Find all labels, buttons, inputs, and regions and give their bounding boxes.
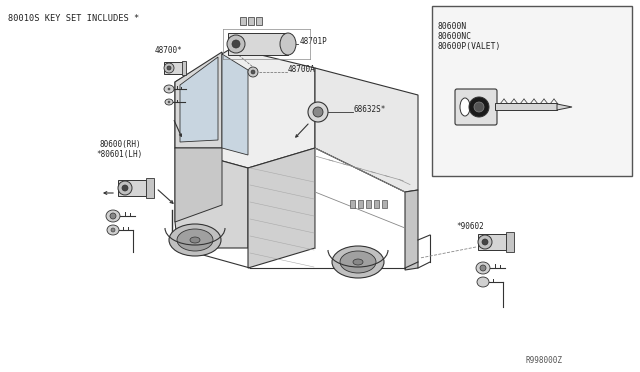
Bar — [350, 200, 355, 208]
Text: 80600N: 80600N — [438, 22, 467, 31]
Polygon shape — [315, 148, 405, 192]
Polygon shape — [315, 68, 418, 192]
Bar — [164, 62, 183, 74]
Ellipse shape — [110, 213, 116, 219]
Ellipse shape — [332, 246, 384, 278]
Bar — [240, 17, 246, 25]
Polygon shape — [175, 148, 248, 248]
Polygon shape — [248, 148, 315, 268]
Ellipse shape — [190, 237, 200, 243]
Text: 48700*: 48700* — [155, 46, 183, 55]
Ellipse shape — [164, 85, 174, 93]
Ellipse shape — [118, 181, 132, 195]
Ellipse shape — [478, 235, 492, 249]
Ellipse shape — [313, 107, 323, 117]
Bar — [146, 178, 154, 198]
Ellipse shape — [480, 265, 486, 271]
Bar — [182, 61, 186, 75]
Ellipse shape — [165, 99, 173, 105]
Bar — [248, 17, 254, 25]
Text: R998000Z: R998000Z — [525, 356, 562, 365]
Polygon shape — [175, 48, 315, 168]
FancyBboxPatch shape — [455, 89, 497, 125]
Ellipse shape — [106, 210, 120, 222]
Ellipse shape — [111, 228, 115, 232]
Text: 48701P: 48701P — [300, 36, 328, 45]
Ellipse shape — [168, 101, 170, 103]
Ellipse shape — [340, 251, 376, 273]
Bar — [478, 234, 506, 250]
Polygon shape — [175, 148, 222, 222]
Ellipse shape — [248, 67, 258, 77]
Ellipse shape — [308, 102, 328, 122]
Ellipse shape — [177, 229, 213, 251]
Bar — [495, 103, 557, 110]
Ellipse shape — [167, 66, 171, 70]
Polygon shape — [557, 104, 572, 110]
Bar — [506, 232, 514, 252]
Ellipse shape — [476, 262, 490, 274]
Bar — [374, 200, 379, 208]
Ellipse shape — [107, 225, 119, 235]
Bar — [358, 200, 363, 208]
Bar — [432, 6, 632, 176]
Ellipse shape — [280, 33, 296, 55]
Ellipse shape — [232, 40, 240, 48]
Ellipse shape — [169, 224, 221, 256]
Ellipse shape — [227, 35, 245, 53]
Bar — [256, 17, 262, 25]
Bar — [366, 200, 371, 208]
Ellipse shape — [164, 63, 174, 73]
Ellipse shape — [460, 98, 470, 116]
Ellipse shape — [168, 88, 170, 90]
Text: 48700A: 48700A — [288, 65, 316, 74]
Ellipse shape — [474, 102, 484, 112]
Bar — [228, 33, 288, 55]
Text: 80600(RH): 80600(RH) — [100, 140, 141, 149]
Polygon shape — [175, 52, 222, 148]
Bar — [382, 200, 387, 208]
Text: 80600P(VALET): 80600P(VALET) — [438, 42, 501, 51]
Polygon shape — [405, 190, 418, 270]
Polygon shape — [222, 54, 248, 155]
Ellipse shape — [477, 277, 489, 287]
Ellipse shape — [251, 70, 255, 74]
Polygon shape — [180, 57, 218, 142]
Text: 68632S*: 68632S* — [353, 105, 385, 113]
Text: *80601(LH): *80601(LH) — [96, 150, 142, 159]
Ellipse shape — [482, 239, 488, 245]
Bar — [118, 180, 146, 196]
Text: 80010S KEY SET INCLUDES *: 80010S KEY SET INCLUDES * — [8, 14, 140, 23]
Text: 80600NC: 80600NC — [438, 32, 472, 41]
Ellipse shape — [353, 259, 363, 265]
Ellipse shape — [122, 185, 128, 191]
Text: *90602: *90602 — [456, 222, 484, 231]
Ellipse shape — [469, 97, 489, 117]
